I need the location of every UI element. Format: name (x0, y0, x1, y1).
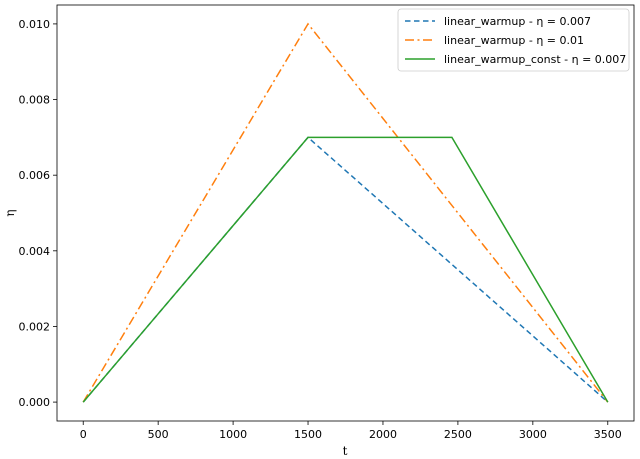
plot-area-frame (56, 4, 635, 422)
legend-label-2: linear_warmup - η = 0.01 (444, 34, 584, 47)
x-axis-label: t (343, 444, 348, 458)
y-axis-ticks: 0.000 0.002 0.004 0.006 0.008 0.010 (19, 18, 57, 409)
y-tick-label: 0.008 (19, 94, 51, 107)
series-line-3 (82, 136, 609, 403)
legend-label-3: linear_warmup_const - η = 0.007 (444, 53, 626, 66)
y-tick-label: 0.000 (19, 396, 51, 409)
x-tick-label: 1000 (219, 428, 247, 441)
x-tick-label: 3500 (594, 428, 622, 441)
series-lines (82, 22, 609, 403)
series-line-2 (82, 22, 609, 403)
y-axis-label: η (3, 209, 17, 216)
y-tick-label: 0.010 (19, 18, 51, 31)
x-tick-label: 2500 (444, 428, 472, 441)
x-axis-ticks: 0 500 1000 1500 2000 2500 3000 3500 (80, 421, 622, 441)
legend-label-1: linear_warmup - η = 0.007 (444, 15, 591, 28)
x-tick-label: 0 (80, 428, 87, 441)
legend: linear_warmup - η = 0.007 linear_warmup -… (397, 8, 630, 72)
x-tick-label: 2000 (369, 428, 397, 441)
legend-box (397, 8, 630, 72)
x-tick-label: 1500 (294, 428, 322, 441)
y-tick-label: 0.002 (19, 320, 51, 333)
y-tick-label: 0.004 (19, 245, 51, 258)
x-tick-label: 3000 (519, 428, 547, 441)
y-tick-label: 0.006 (19, 169, 51, 182)
x-tick-label: 500 (148, 428, 169, 441)
